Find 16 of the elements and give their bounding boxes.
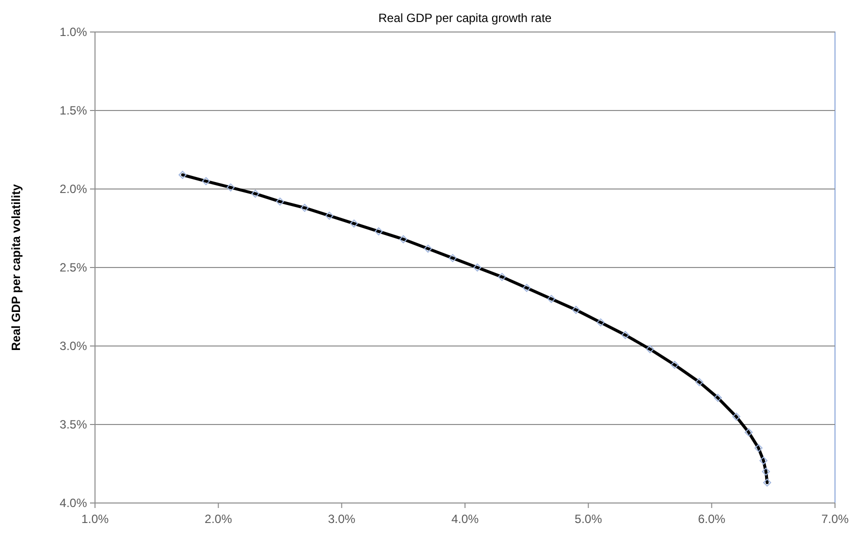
y-tick-label: 1.0%	[60, 25, 88, 40]
x-tick-label: 6.0%	[698, 512, 726, 526]
chart-title: Real GDP per capita growth rate	[378, 11, 552, 25]
x-tick-label: 5.0%	[574, 512, 602, 526]
y-tick-label: 2.5%	[60, 260, 88, 275]
y-tick-label: 4.0%	[60, 496, 88, 510]
y-tick-label: 2.0%	[60, 182, 88, 196]
x-tick-label: 4.0%	[451, 512, 479, 526]
y-axis-title: Real GDP per capita volatility	[9, 184, 23, 351]
y-tick-label: 1.5%	[60, 104, 88, 118]
x-tick-label: 3.0%	[328, 512, 356, 526]
x-tick-label: 7.0%	[821, 512, 849, 526]
y-tick-label: 3.0%	[60, 339, 88, 354]
y-tick-label: 3.5%	[60, 418, 88, 432]
x-tick-label: 2.0%	[204, 512, 232, 526]
x-tick-label: 1.0%	[81, 512, 109, 526]
